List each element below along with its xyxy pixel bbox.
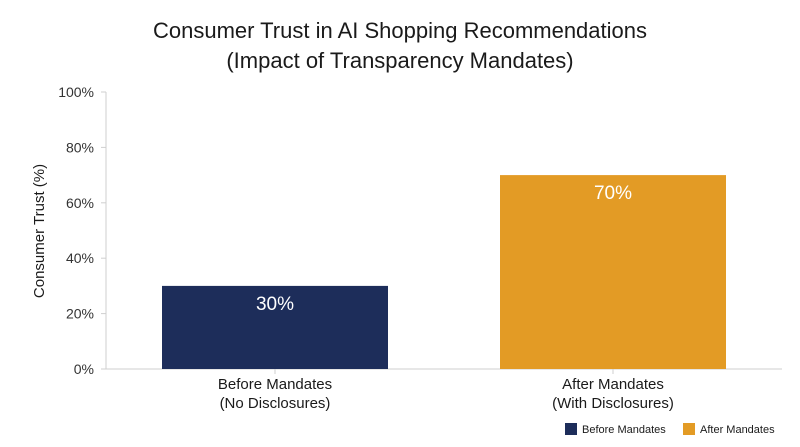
- legend: Before Mandates After Mandates: [565, 423, 775, 436]
- y-tick-label: 0%: [74, 361, 94, 377]
- bar-value-label: 70%: [594, 183, 632, 204]
- x-category-label: (No Disclosures): [220, 395, 331, 412]
- y-tick-label: 40%: [66, 250, 94, 266]
- bar: [162, 285, 388, 369]
- x-category-label: Before Mandates: [218, 376, 332, 393]
- chart-title: Consumer Trust in AI Shopping Recommenda…: [153, 18, 647, 73]
- legend-label: After Mandates: [700, 424, 775, 436]
- y-axis-label: Consumer Trust (%): [31, 164, 48, 298]
- y-tick-label: 20%: [66, 306, 94, 322]
- chart-title-line: Consumer Trust in AI Shopping Recommenda…: [153, 18, 647, 43]
- x-axis-category-labels: Before Mandates (No Disclosures) After Man…: [218, 369, 674, 412]
- legend-swatch: [683, 423, 695, 435]
- bar: [500, 175, 726, 369]
- y-tick-label: 100%: [58, 84, 94, 100]
- legend-swatch: [565, 423, 577, 435]
- legend-label: Before Mandates: [582, 424, 666, 436]
- y-tick-label: 80%: [66, 139, 94, 155]
- chart-title-line: (Impact of Transparency Mandates): [226, 48, 573, 73]
- bar-value-label: 30%: [256, 294, 294, 315]
- x-category-label: After Mandates: [562, 376, 664, 393]
- y-axis-label-group: Consumer Trust (%): [31, 164, 48, 298]
- y-tick-label: 60%: [66, 195, 94, 211]
- y-axis-ticks: 0% 20% 40% 60% 80% 100%: [58, 84, 106, 377]
- bars: 30% 70%: [162, 175, 726, 369]
- x-category-label: (With Disclosures): [552, 395, 674, 412]
